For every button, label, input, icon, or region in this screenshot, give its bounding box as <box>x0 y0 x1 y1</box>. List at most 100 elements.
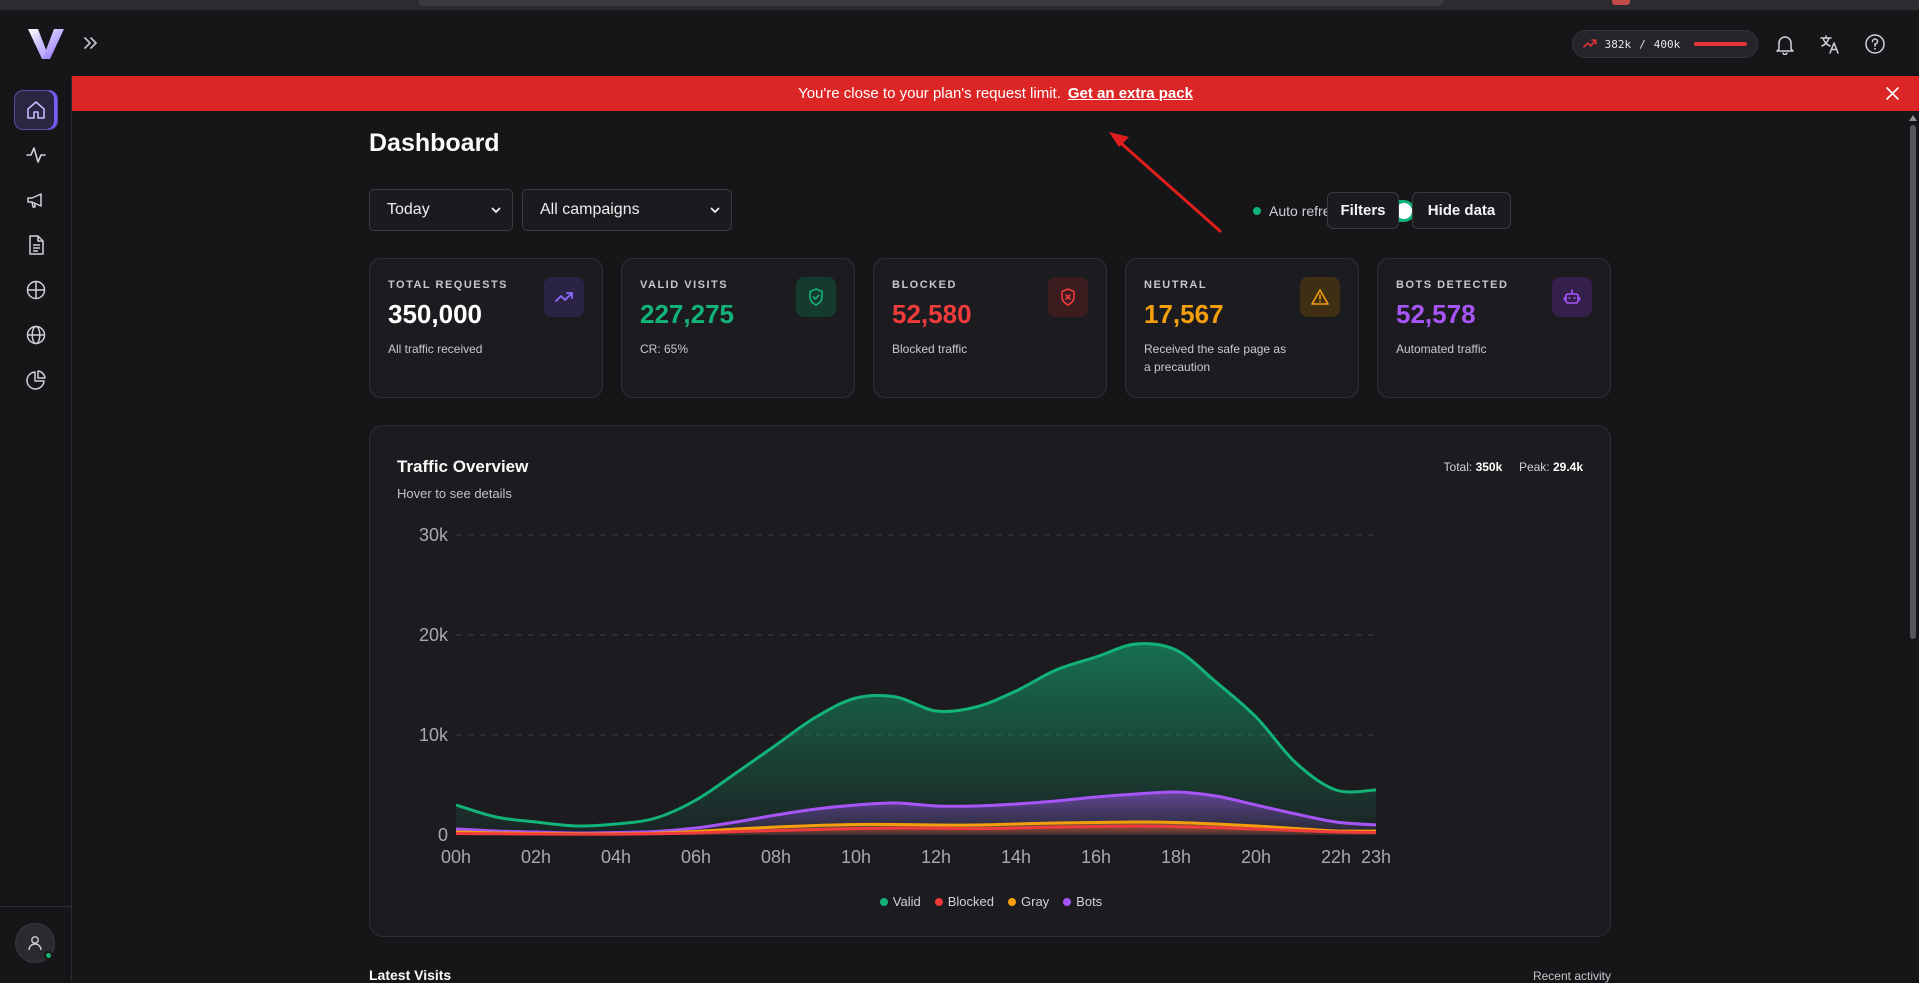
chart-title: Traffic Overview <box>397 457 529 476</box>
pie-chart-icon <box>26 370 46 390</box>
filters-button[interactable]: Filters <box>1327 192 1399 229</box>
x-tick-label: 22h <box>1321 847 1351 867</box>
stat-value: 52,578 <box>1396 299 1476 329</box>
usage-bar <box>1694 42 1747 46</box>
chart-legend: Valid Blocked Gray Bots <box>370 894 1612 909</box>
series-area-valid <box>456 643 1376 835</box>
activity-icon <box>26 147 46 163</box>
traffic-overview-card: Traffic Overview Hover to see details To… <box>369 425 1611 937</box>
period-select[interactable]: Today <box>369 189 513 231</box>
x-tick-label: 10h <box>841 847 871 867</box>
stat-label: NEUTRAL <box>1144 279 1208 291</box>
stat-description: Blocked traffic <box>892 342 968 356</box>
sidebar-item-activity[interactable] <box>14 135 58 175</box>
traffic-chart[interactable]: 0 10k 20k 30k 00h 02h 04h 06h 08h 10h 12h 14h 16h 18h… <box>370 426 1612 938</box>
extra-pack-link[interactable]: Get an extra pack <box>1067 85 1193 102</box>
legend-dot <box>1063 897 1072 906</box>
legend-label: Bots <box>1076 894 1103 909</box>
bell-icon[interactable] <box>1771 30 1799 58</box>
series-area-blocked <box>456 826 1376 835</box>
stat-card-blocked[interactable]: BLOCKED 52,580 Blocked traffic <box>873 258 1107 398</box>
legend-label: Gray <box>1021 894 1050 909</box>
legend-item-bots[interactable]: Bots <box>1063 894 1102 909</box>
legend-dot <box>1008 897 1016 906</box>
close-icon[interactable] <box>1884 85 1901 102</box>
campaign-select-value: All campaigns <box>540 201 640 218</box>
robot-icon <box>1552 277 1592 317</box>
sidebar-item-home[interactable] <box>14 90 58 130</box>
crosshair-icon <box>26 280 46 300</box>
stat-label: BOTS DETECTED <box>1396 279 1509 291</box>
legend-label: Valid <box>892 894 921 909</box>
stat-card-total[interactable]: TOTAL REQUESTS 350,000 All traffic recei… <box>369 258 603 398</box>
series-line-valid[interactable] <box>455 642 1377 828</box>
toggle-knob <box>1395 203 1412 219</box>
x-tick-label: 12h <box>921 847 951 867</box>
alert-message: You're close to your plan's request limi… <box>798 85 1061 102</box>
stat-label: BLOCKED <box>892 279 957 291</box>
legend-dot <box>879 897 888 906</box>
stat-description: Received the safe page as a precaution <box>1144 342 1287 374</box>
series-line-blocked[interactable] <box>455 824 1377 836</box>
y-tick-label: 10k <box>419 725 449 745</box>
campaign-select[interactable]: All campaigns <box>522 189 732 231</box>
x-tick-label: 00h <box>441 847 471 867</box>
sidebar-item-domains[interactable] <box>14 315 58 355</box>
expand-sidebar-icon[interactable] <box>80 32 104 56</box>
home-icon <box>27 101 45 119</box>
total-value: 350k <box>1475 460 1503 474</box>
shield-x-icon <box>1048 277 1088 317</box>
x-tick-label: 20h <box>1241 847 1271 867</box>
page-scrollbar[interactable] <box>1906 111 1919 981</box>
stat-card-neutral[interactable]: NEUTRAL 17,567 Received the safe page as… <box>1125 258 1359 398</box>
chevron-down-icon <box>710 207 720 213</box>
address-bar[interactable] <box>418 0 1444 6</box>
hide-data-button[interactable]: Hide data <box>1412 192 1511 229</box>
scrollbar-thumb[interactable] <box>1910 125 1916 639</box>
legend-item-gray[interactable]: Gray <box>1008 894 1049 909</box>
stat-card-valid[interactable]: VALID VISITS 227,275 CR: 65% <box>621 258 855 398</box>
recent-activity-label: Recent activity <box>1532 969 1611 983</box>
top-bar: 382k / 400k <box>0 10 1919 76</box>
stat-card-bots[interactable]: BOTS DETECTED 52,578 Automated traffic <box>1377 258 1611 398</box>
x-tick-label: 14h <box>1001 847 1031 867</box>
stat-label: VALID VISITS <box>640 279 729 291</box>
chart-subtitle: Hover to see details <box>397 486 512 501</box>
scroll-up-icon[interactable] <box>1909 115 1917 121</box>
translate-icon[interactable] <box>1816 30 1844 58</box>
help-icon[interactable] <box>1861 30 1889 58</box>
legend-item-valid[interactable]: Valid <box>879 894 921 909</box>
chart-totals: Total: 350k Peak: 29.4k <box>1444 460 1583 474</box>
trending-up-icon <box>544 277 584 317</box>
stat-description: All traffic received <box>388 342 483 356</box>
sidebar-item-targeting[interactable] <box>14 270 58 310</box>
sidebar <box>0 76 72 981</box>
stat-label: TOTAL REQUESTS <box>388 279 509 291</box>
megaphone-icon <box>27 193 42 208</box>
total-label: Total: <box>1443 460 1473 474</box>
sidebar-item-campaigns[interactable] <box>14 180 58 220</box>
legend-dot <box>934 897 943 906</box>
x-tick-label: 16h <box>1081 847 1111 867</box>
warning-icon <box>1300 277 1340 317</box>
sidebar-item-reports[interactable] <box>14 225 58 265</box>
y-tick-label: 20k <box>419 625 449 645</box>
usage-used: 382k <box>1604 37 1632 51</box>
stat-value: 17,567 <box>1144 299 1224 329</box>
sidebar-item-analytics[interactable] <box>14 360 58 400</box>
auto-refresh-status-dot <box>1253 207 1261 215</box>
usage-meter[interactable]: 382k / 400k <box>1572 30 1758 58</box>
x-tick-label: 08h <box>761 847 791 867</box>
online-status-dot <box>44 951 53 960</box>
legend-item-blocked[interactable]: Blocked <box>934 894 994 909</box>
latest-visits-title: Latest Visits <box>369 967 452 983</box>
stat-description: Automated traffic <box>1396 342 1487 356</box>
logo-icon[interactable] <box>26 26 66 62</box>
avatar[interactable] <box>15 923 55 963</box>
peak-value: 29.4k <box>1552 460 1583 474</box>
stat-value: 227,275 <box>640 299 734 329</box>
usage-limit: 400k <box>1653 37 1681 51</box>
peak-label: Peak: <box>1518 460 1550 474</box>
chevron-down-icon <box>491 207 501 213</box>
plan-limit-alert: You're close to your plan's request limi… <box>72 76 1919 111</box>
